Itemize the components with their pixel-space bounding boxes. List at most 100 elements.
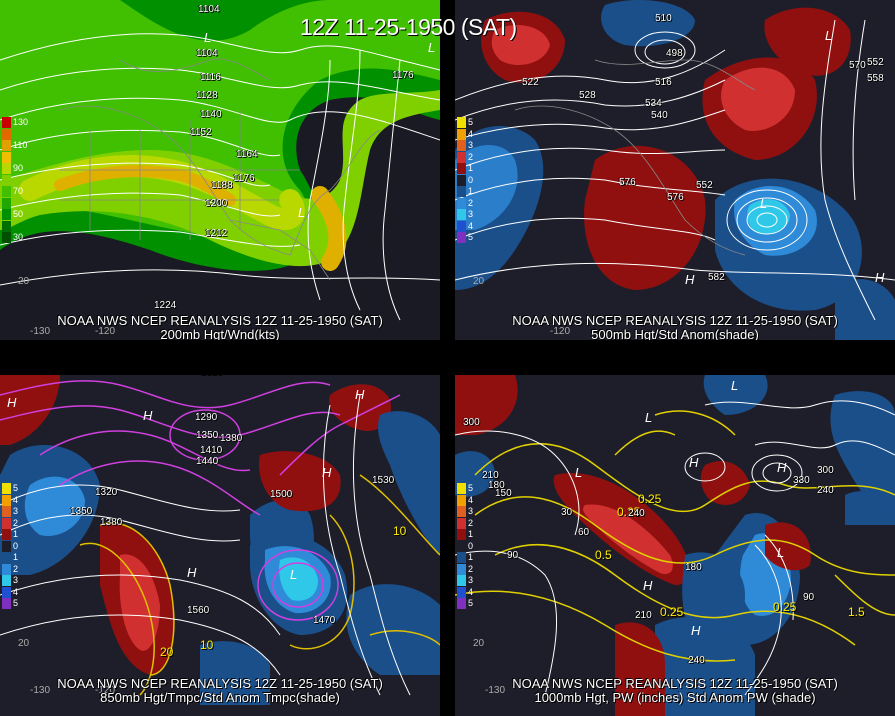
legend-swatch: [457, 163, 466, 174]
legend-entry: 5: [455, 483, 489, 495]
legend-label: 3: [468, 209, 474, 219]
legend-entry: 4: [0, 586, 34, 599]
contour-label: 90: [803, 592, 815, 603]
footer-850mb: NOAA NWS NCEP REANALYSIS 12Z 11-25-1950 …: [0, 677, 440, 705]
legend-entry: [0, 197, 34, 210]
contour-label: 1350: [196, 430, 219, 441]
legend-label: 4: [468, 220, 474, 231]
legend-label: 130: [13, 117, 29, 127]
contour-label: 582: [708, 272, 725, 283]
footer-line1: NOAA NWS NCEP REANALYSIS 12Z 11-25-1950 …: [512, 676, 838, 691]
contour-label: 1104: [198, 4, 220, 15]
contour-label: 1380: [220, 433, 243, 444]
legend-entry: 4: [455, 494, 489, 507]
legend-label: 1: [468, 186, 474, 196]
legend-entry: 5: [455, 117, 489, 129]
legend-swatch: [2, 163, 11, 174]
contour-label: 1200: [205, 198, 228, 209]
legend-swatch: [457, 174, 466, 186]
legend-label: 2: [468, 563, 474, 574]
legend-label: 90: [13, 163, 24, 173]
legend-label: 1: [468, 163, 474, 173]
contour-label: 1530: [372, 475, 395, 486]
contour-label: 240: [688, 655, 705, 666]
legend-entry: 0: [455, 174, 489, 187]
low-marker: L: [575, 465, 583, 480]
contour-label: 330: [793, 475, 810, 486]
contour-label: 516: [655, 77, 672, 88]
legend-entry: 30: [0, 232, 34, 244]
low-marker: L: [760, 196, 768, 211]
contour-label: 1176: [392, 70, 414, 81]
legend-label: 1: [468, 552, 474, 562]
high-marker: H: [685, 272, 695, 287]
main-title: 12Z 11-25-1950 (SAT): [300, 14, 517, 40]
legend-label: 0: [468, 540, 474, 551]
contour-label: 1176: [233, 173, 255, 184]
legend-label: 30: [13, 232, 24, 242]
legend-200mb: 130 110 90 70 50 30: [0, 117, 34, 244]
legend-swatch: [457, 117, 466, 128]
legend-label: 5: [468, 598, 474, 608]
legend-label: 5: [13, 598, 19, 608]
high-marker: L: [731, 378, 739, 393]
high-marker: H: [689, 455, 699, 470]
legend-swatch: [2, 552, 11, 563]
legend-swatch: [2, 220, 11, 232]
legend-swatch: [2, 540, 11, 552]
legend-swatch: [2, 494, 11, 506]
temp-label: 10: [200, 638, 214, 652]
legend-swatch: [2, 598, 11, 609]
footer-500mb: NOAA NWS NCEP REANALYSIS 12Z 11-25-1950 …: [455, 314, 895, 341]
lat-label: 20: [18, 638, 30, 649]
high-marker: H: [7, 395, 17, 410]
contour-label: 576: [619, 177, 636, 188]
legend-swatch: [457, 575, 466, 586]
high-marker: H: [691, 623, 701, 638]
contour-label: 1188: [211, 180, 233, 191]
lon-label: -120: [550, 326, 571, 337]
legend-swatch: [457, 540, 466, 552]
footer-line2: 850mb Hgt/Tmpc/Std Anom Tmpc(shade): [100, 690, 340, 705]
footer-line1: NOAA NWS NCEP REANALYSIS 12Z 11-25-1950 …: [57, 313, 383, 328]
legend-swatch: [457, 220, 466, 232]
legend-entry: [0, 151, 34, 164]
legend-label: 110: [13, 140, 28, 150]
high-marker: H: [322, 465, 332, 480]
legend-swatch: [457, 209, 466, 220]
legend-label: 4: [13, 586, 19, 597]
legend-entry: 4: [0, 494, 34, 507]
legend-entry: 2: [455, 197, 489, 210]
high-marker: H: [875, 270, 885, 285]
legend-swatch: [2, 197, 11, 209]
contour-label: 540: [651, 110, 668, 121]
low-marker: L: [298, 205, 306, 220]
legend-swatch: [457, 517, 466, 529]
high-marker: H: [643, 578, 653, 593]
contour-label: 528: [579, 90, 596, 101]
contour-label: 180: [685, 562, 702, 573]
legend-entry: 4: [455, 220, 489, 233]
contour-label: 1290: [195, 412, 218, 423]
legend-entry: 2: [455, 151, 489, 164]
legend-swatch: [2, 529, 11, 540]
contour-label: 30: [561, 507, 573, 518]
footer-line2: 200mb Hgt/Wnd(kts): [160, 327, 280, 341]
legend-entry: [0, 174, 34, 187]
legend-entry: 4: [455, 128, 489, 141]
footer-line1: NOAA NWS NCEP REANALYSIS 12Z 11-25-1950 …: [57, 676, 383, 691]
contour-label: 60: [578, 527, 590, 538]
lon-label: -130: [30, 326, 51, 337]
legend-entry: 5: [455, 598, 489, 610]
legend-label: 5: [468, 117, 474, 127]
legend-label: 3: [468, 140, 474, 150]
contour-label: 1560: [187, 605, 210, 616]
legend-entry: 3: [0, 575, 34, 587]
pw-label: 0.25: [617, 505, 641, 519]
legend-label: 5: [13, 483, 19, 493]
contour-label: 1104: [196, 48, 218, 59]
